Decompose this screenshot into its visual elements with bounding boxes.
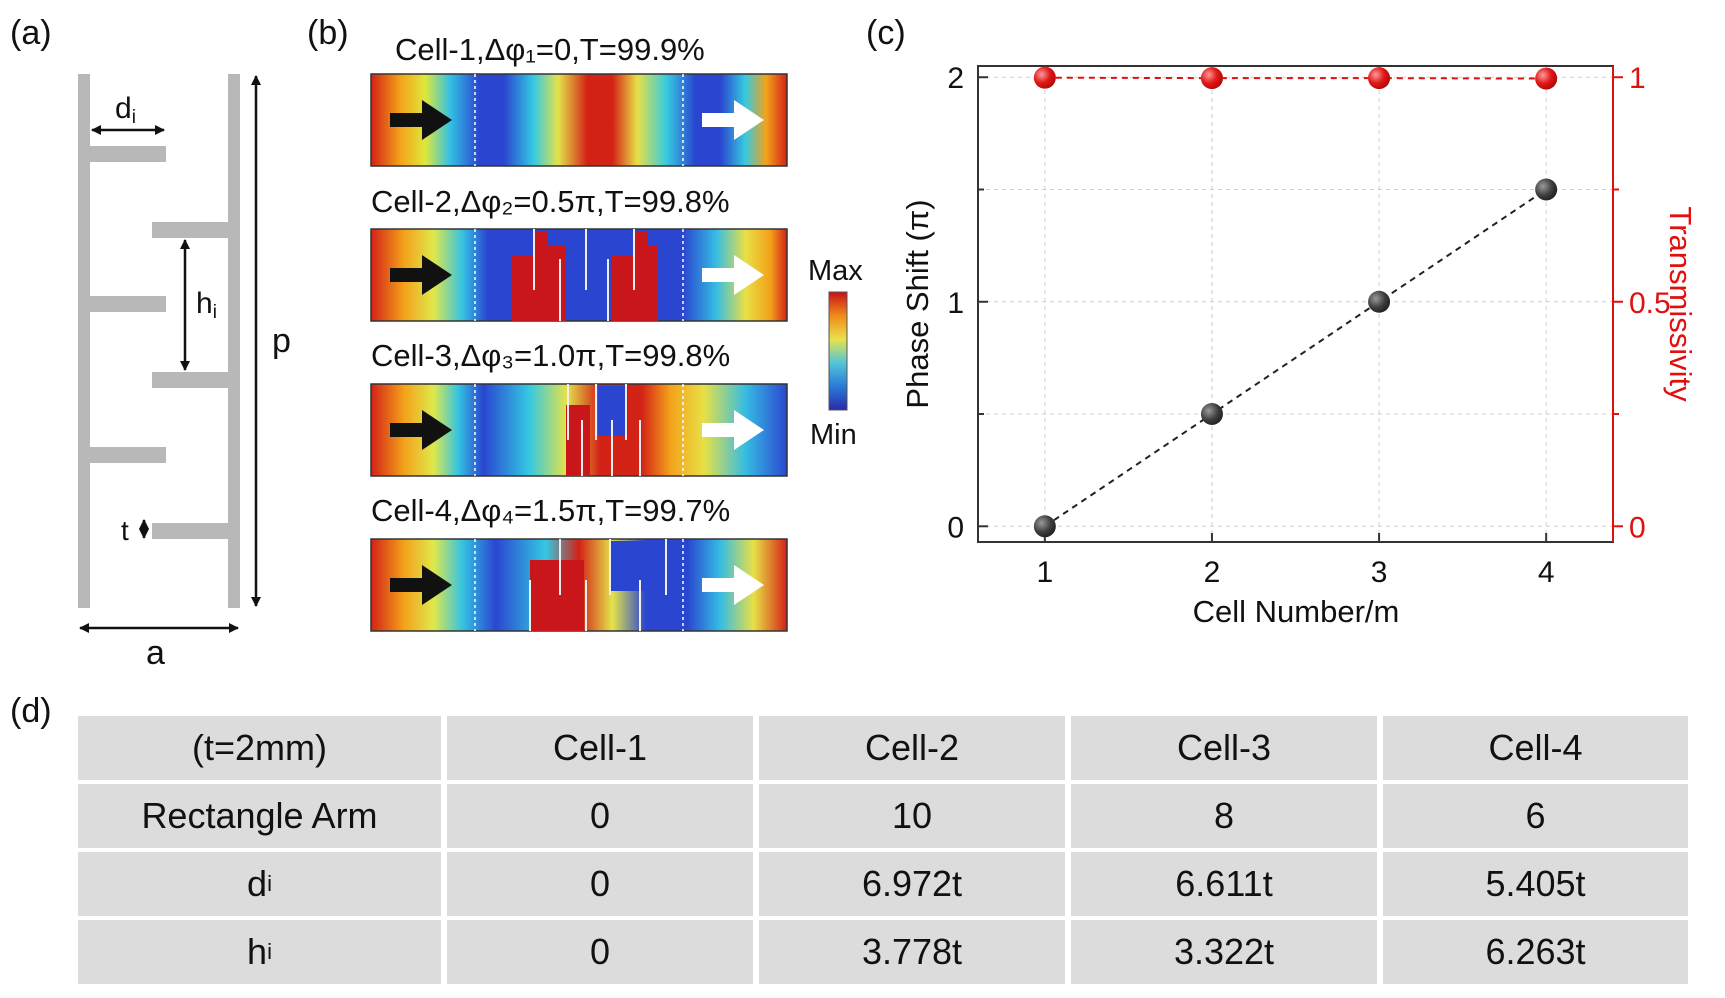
incident-arrow-icon xyxy=(390,410,452,450)
row-label-sub: i xyxy=(267,939,272,964)
data-point xyxy=(1368,290,1391,313)
table-cell: 6 xyxy=(1383,784,1688,848)
table-cell: 6.611t xyxy=(1071,852,1377,916)
table-header-cell: Cell-4 xyxy=(1383,716,1688,780)
table-cell: 3.778t xyxy=(759,920,1065,984)
table-cell: 6.263t xyxy=(1383,920,1688,984)
y2-tick-label: 0 xyxy=(1629,511,1646,544)
data-point xyxy=(1535,67,1558,90)
x-tick-label: 2 xyxy=(1204,556,1221,589)
table-cell: 3.322t xyxy=(1071,920,1377,984)
a-label: a xyxy=(146,634,165,672)
table-header-cell: Cell-2 xyxy=(759,716,1065,780)
transmitted-arrow-icon xyxy=(702,410,764,450)
unit-cell-diagram: di hi p t a xyxy=(78,74,291,672)
data-point xyxy=(1535,178,1558,201)
p-label: p xyxy=(272,322,291,360)
y-tick-label: 1 xyxy=(947,287,964,320)
table-header-cell: (t=2mm) xyxy=(78,716,441,780)
data-point xyxy=(1200,403,1223,426)
tick-marks xyxy=(978,76,1623,542)
y2-tick-label: 0.5 xyxy=(1629,287,1671,320)
data-point xyxy=(1033,66,1056,89)
colorbar xyxy=(828,291,848,411)
table-cell: 0 xyxy=(447,784,753,848)
data-point xyxy=(1368,67,1391,90)
incident-arrow-icon xyxy=(390,255,452,295)
x-axis-label: Cell Number/m xyxy=(1193,594,1400,629)
data-point xyxy=(1033,515,1056,538)
x-tick-label: 3 xyxy=(1371,556,1388,589)
phase-transmissivity-chart: 1 2 3 4 0 1 2 0 0.5 1 Cell Number/m Phase Shift (… xyxy=(900,62,1698,629)
row-label-main: d xyxy=(247,863,268,904)
right-wall xyxy=(228,74,240,608)
parameter-table: (t=2mm) Cell-1 Cell-2 Cell-3 Cell-4 Rect… xyxy=(78,716,1688,984)
cell-label-2: Cell-2,Δφ₂=0.5π,T=99.8% xyxy=(371,184,730,219)
table-row-label: Rectangle Arm xyxy=(78,784,441,848)
colorbar-min-label: Min xyxy=(810,419,857,451)
row-label-main: h xyxy=(247,931,268,972)
transmitted-arrow-icon xyxy=(702,565,764,605)
incident-arrow-icon xyxy=(390,565,452,605)
arm-left-1 xyxy=(90,146,166,162)
hi-label: hi xyxy=(196,287,217,323)
y-axis-label: Phase Shift (π) xyxy=(900,199,935,408)
panel-label-a: (a) xyxy=(10,14,52,52)
plot-frame xyxy=(977,65,1614,543)
field-maps: Cell-1,Δφ₁=0,T=99.9% Cell-2,Δφ₂=0.5π,T=9… xyxy=(370,32,863,632)
panel-label-d: (d) xyxy=(10,692,52,730)
cell-label-3: Cell-3,Δφ₃=1.0π,T=99.8% xyxy=(371,338,730,373)
table-cell: 10 xyxy=(759,784,1065,848)
table-cell: 0 xyxy=(447,920,753,984)
table-cell: 5.405t xyxy=(1383,852,1688,916)
series-line-1 xyxy=(1044,188,1547,528)
cell-label-1: Cell-1,Δφ₁=0,T=99.9% xyxy=(395,32,705,67)
y-tick-label: 0 xyxy=(947,511,964,544)
y2-axis-label: Transmissivity xyxy=(1663,206,1698,402)
incident-arrow-icon xyxy=(390,100,452,140)
series-line-2 xyxy=(1044,76,1547,80)
arm-right-2 xyxy=(152,372,228,388)
x-tick-label: 4 xyxy=(1538,556,1555,589)
arm-right-3 xyxy=(152,523,228,539)
y-tick-label: 2 xyxy=(947,62,964,95)
data-point xyxy=(1200,67,1223,90)
table-header-cell: Cell-1 xyxy=(447,716,753,780)
table-cell: 8 xyxy=(1071,784,1377,848)
transmitted-arrow-icon xyxy=(702,255,764,295)
y2-tick-label: 1 xyxy=(1629,62,1646,95)
tick-labels: 1 2 3 4 0 1 2 0 0.5 1 xyxy=(947,62,1670,589)
cell-label-4: Cell-4,Δφ₄=1.5π,T=99.7% xyxy=(371,493,730,528)
arm-left-3 xyxy=(90,447,166,463)
row-label-sub: i xyxy=(267,871,272,896)
transmitted-arrow-icon xyxy=(702,100,764,140)
table-header-cell: Cell-3 xyxy=(1071,716,1377,780)
table-cell: 6.972t xyxy=(759,852,1065,916)
x-tick-label: 1 xyxy=(1036,556,1053,589)
panel-label-b: (b) xyxy=(307,14,349,52)
colorbar-max-label: Max xyxy=(808,255,863,287)
di-label: di xyxy=(115,92,136,128)
t-label: t xyxy=(121,515,129,546)
series-marks xyxy=(1033,66,1558,538)
arm-left-2 xyxy=(90,296,166,312)
table-cell: 0 xyxy=(447,852,753,916)
grid-lines xyxy=(978,66,1613,542)
left-wall xyxy=(78,74,90,608)
panel-label-c: (c) xyxy=(866,14,906,52)
arm-right-1 xyxy=(152,222,228,238)
